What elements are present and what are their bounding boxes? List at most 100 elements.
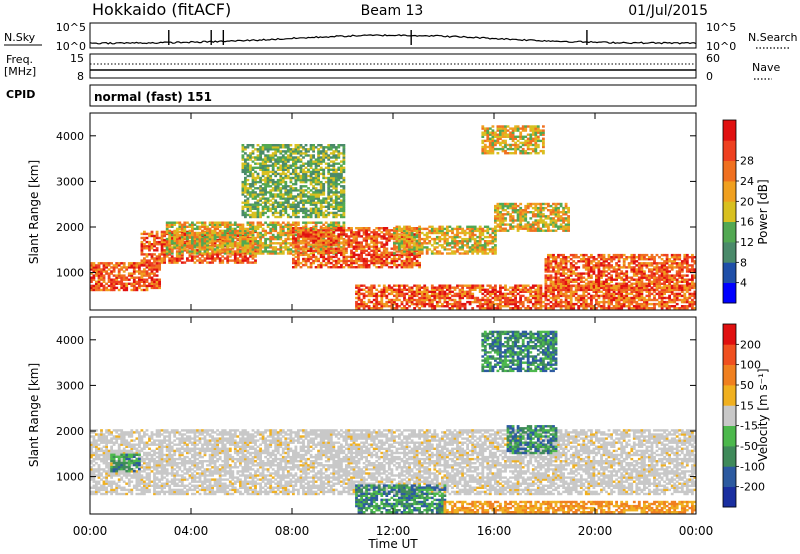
power-echo-cell (342, 255, 346, 259)
power-echo-cell (211, 235, 214, 239)
power-echo-cell (256, 242, 260, 245)
power-echo-cell (327, 180, 331, 184)
power-echo-cell (105, 270, 108, 273)
power-echo-cell (218, 244, 222, 247)
power-echo-cell (544, 292, 548, 296)
power-echo-cell (312, 235, 315, 238)
power-echo-cell (289, 237, 293, 241)
power-echo-cell (632, 290, 636, 293)
power-echo-cell (393, 290, 396, 293)
power-echo-cell (266, 244, 270, 247)
power-echo-cell (274, 248, 278, 251)
power-echo-cell (266, 170, 270, 174)
power-echo-cell (122, 278, 126, 281)
power-echo-cell (203, 223, 207, 226)
power-echo-cell (251, 233, 255, 237)
power-echo-cell (334, 189, 338, 192)
power-echo-cell (660, 307, 664, 310)
power-echo-cell (244, 235, 247, 239)
power-echo-cell (317, 150, 320, 153)
power-echo-cell (483, 246, 487, 249)
power-echo-cell (259, 152, 262, 155)
power-echo-cell (433, 252, 437, 255)
power-echo-cell (342, 168, 346, 171)
power-echo-cell (135, 266, 139, 269)
power-echo-cell (309, 158, 313, 161)
power-echo-cell (312, 191, 315, 194)
power-echo-cell (218, 223, 222, 226)
power-echo-cell (405, 284, 409, 287)
power-echo-cell (375, 227, 379, 230)
power-echo-cell (155, 266, 159, 269)
power-echo-cell (345, 255, 348, 259)
power-echo-cell (418, 235, 421, 239)
power-echo-cell (395, 240, 399, 243)
power-echo-cell (153, 284, 156, 288)
power-echo-cell (668, 298, 671, 302)
power-echo-cell (446, 286, 449, 289)
power-echo-cell (622, 294, 626, 298)
power-echo-cell (274, 250, 278, 253)
power-echo-cell (481, 288, 485, 291)
power-echo-cell (211, 253, 214, 256)
power-echo-cell (393, 288, 396, 291)
power-echo-cell (317, 170, 320, 174)
power-echo-cell (241, 207, 245, 210)
power-echo-cell (163, 234, 166, 238)
power-echo-cell (597, 290, 601, 293)
power-echo-cell (443, 292, 447, 296)
power-echo-cell (342, 231, 346, 234)
power-echo-cell (117, 262, 121, 265)
power-echo-cell (264, 221, 267, 224)
power-echo-cell (322, 152, 326, 155)
power-echo-cell (322, 160, 326, 163)
power-echo-cell (393, 284, 396, 287)
power-echo-cell (448, 284, 452, 287)
power-echo-cell (193, 246, 197, 249)
power-echo-cell (309, 144, 313, 147)
power-echo-cell (350, 249, 353, 252)
power-echo-cell (155, 247, 159, 250)
power-echo-cell (216, 244, 219, 247)
power-echo-cell (198, 248, 202, 251)
power-echo-cell (261, 168, 265, 171)
power-echo-cell (95, 264, 98, 267)
power-echo-cell (284, 156, 288, 159)
power-echo-cell (337, 209, 341, 213)
power-echo-cell (150, 282, 154, 285)
power-echo-cell (221, 255, 225, 258)
power-echo-cell (261, 183, 265, 186)
power-echo-cell (665, 290, 669, 293)
power-echo-cell (299, 150, 303, 153)
power-echo-cell (327, 227, 331, 230)
power-echo-cell (355, 233, 358, 236)
power-echo-cell (304, 150, 308, 153)
power-echo-cell (249, 172, 252, 176)
power-echo-cell (251, 152, 255, 155)
power-echo-cell (362, 233, 366, 236)
power-echo-cell (466, 231, 469, 235)
power-echo-cell (334, 201, 338, 204)
power-echo-cell (259, 242, 262, 245)
power-echo-cell (223, 242, 227, 245)
power-echo-cell (476, 240, 480, 243)
power-echo-cell (266, 231, 270, 235)
power-echo-cell (254, 242, 257, 245)
power-echo-cell (249, 166, 252, 169)
power-echo-cell (266, 180, 270, 184)
power-echo-cell (314, 176, 318, 180)
power-echo-cell (125, 266, 129, 269)
power-echo-cell (309, 201, 313, 204)
power-echo-cell (334, 168, 338, 171)
power-echo-cell (256, 223, 260, 226)
power-echo-cell (478, 248, 482, 251)
power-echo-cell (345, 241, 348, 244)
power-echo-cell (231, 246, 235, 249)
power-echo-cell (180, 240, 184, 243)
power-echo-cell (370, 292, 374, 296)
power-echo-cell (441, 288, 444, 291)
power-echo-cell (153, 278, 156, 281)
power-echo-cell (302, 148, 305, 151)
power-echo-cell (165, 246, 169, 249)
power-echo-cell (678, 292, 682, 296)
